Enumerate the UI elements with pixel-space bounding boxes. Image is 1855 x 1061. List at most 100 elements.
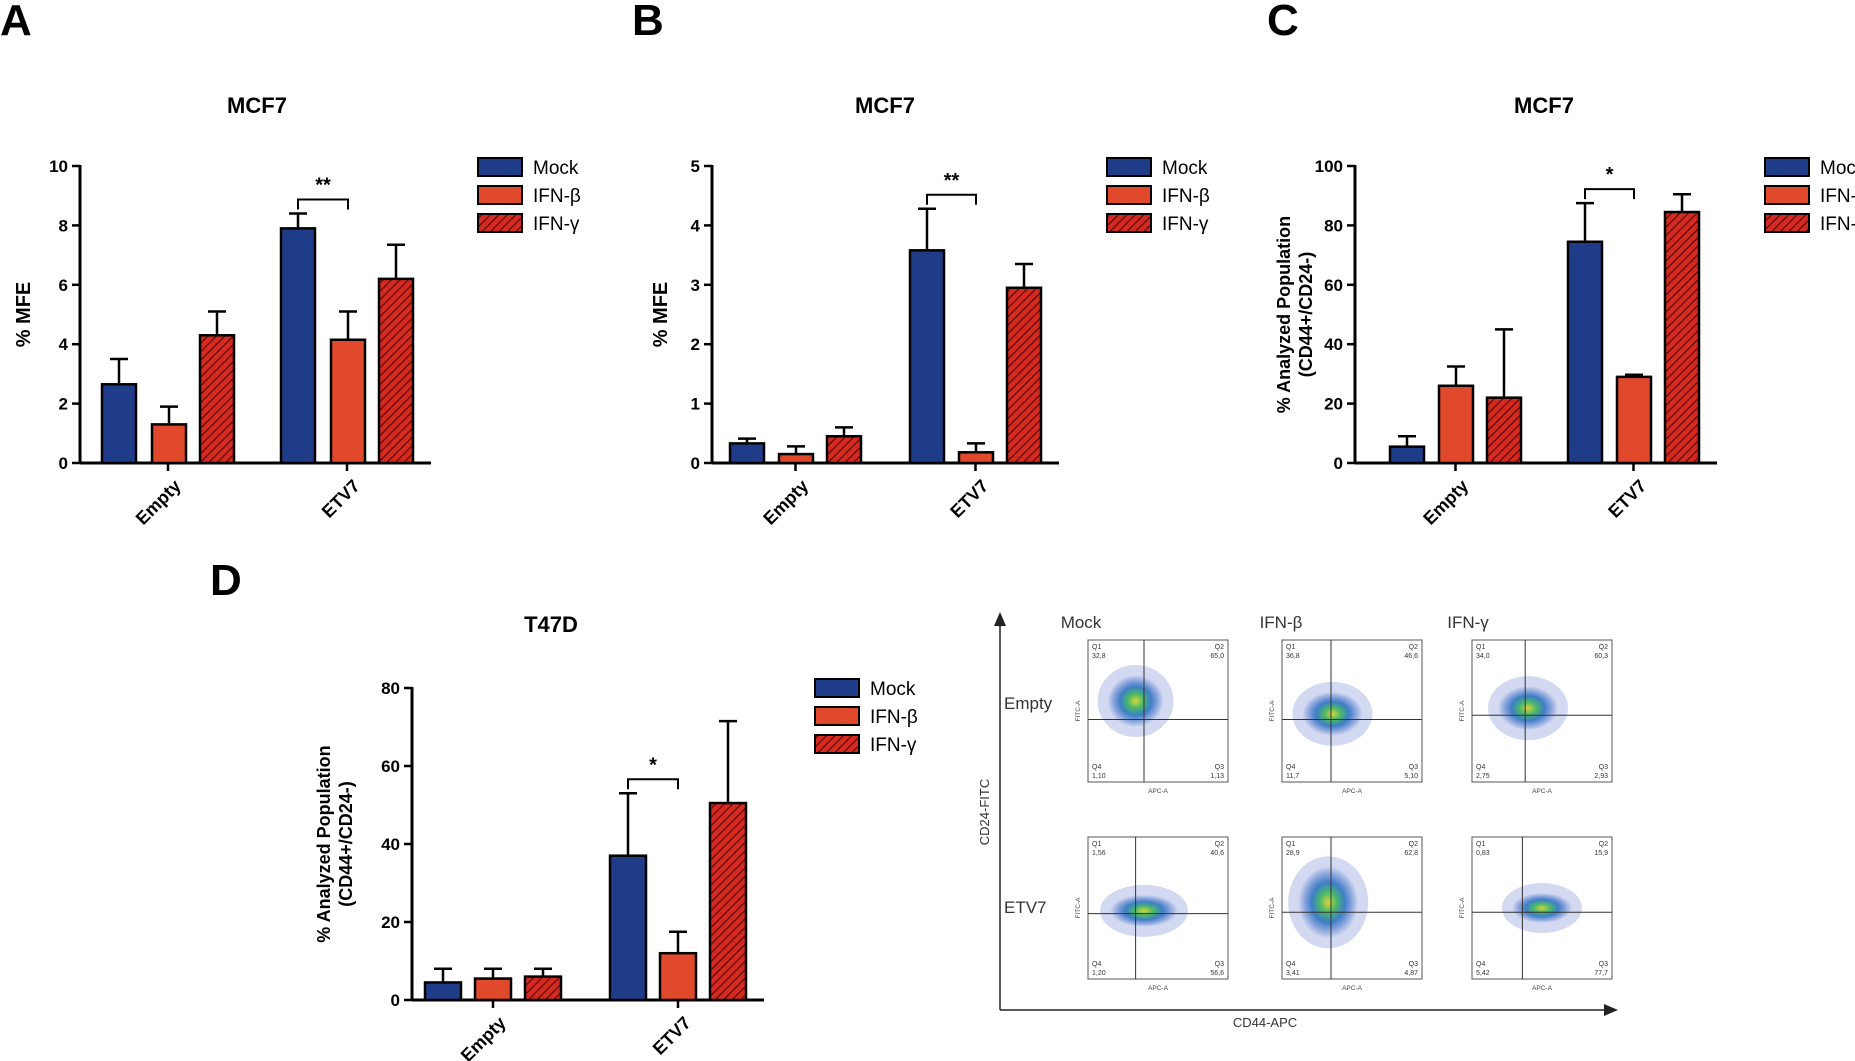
legend-swatch-2: [814, 734, 860, 754]
flow-plot-etv7-1: Q1 1,56 Q2 40,6 Q3 56,6 Q4 1,20 APC-A FITC-A: [1075, 836, 1229, 992]
flow-row-label: Empty: [1004, 694, 1053, 713]
chart-b: MCF7 0 1 2 3 4 5 % MFE Empty ETV7 ** Mock IFN-β IFN-γ: [650, 93, 1210, 529]
legend-label: IFN-γ: [1820, 214, 1855, 235]
y-tick-label: 0: [691, 454, 700, 473]
y-axis-label-line: % Analyzed Population: [314, 745, 334, 942]
flow-events-density: [1302, 691, 1363, 736]
flow-y-axis-label: CD24-FITC: [977, 779, 992, 845]
bar-ifn-etv7: [1005, 286, 1043, 465]
chart-title: MCF7: [1514, 93, 1574, 118]
panel-letters: A B C D: [0, 0, 1299, 605]
legend-label: IFN-γ: [533, 214, 580, 235]
bar-ifn-etv7: [377, 277, 415, 465]
quadrant-q2-value: 62,8: [1404, 850, 1418, 857]
flow-plot-empty-3: Q1 34,0 Q2 60,3 Q3 2,93 Q4 2,75 APC-A FITC-A: [1459, 639, 1613, 795]
y-tick-label: 0: [391, 991, 400, 1010]
flow-plot-x-label: APC-A: [1532, 985, 1553, 992]
flow-x-arrow: [1604, 1004, 1618, 1016]
quadrant-q2-value: 46,6: [1404, 653, 1418, 660]
quadrant-q2-value: 60,3: [1594, 653, 1608, 660]
quadrant-name: Q2: [1599, 841, 1608, 848]
bar-mock-empty: [1388, 445, 1426, 465]
quadrant-name: Q2: [1215, 644, 1224, 651]
category-label: ETV7: [649, 1013, 695, 1059]
flow-x-axis-label: CD44-APC: [1233, 1015, 1297, 1030]
y-tick-label: 4: [59, 335, 69, 354]
y-tick-label: 2: [691, 335, 700, 354]
quadrant-name: Q4: [1286, 961, 1295, 968]
quadrant-q4-value: 1,20: [1092, 970, 1106, 977]
y-tick-label: 60: [381, 757, 400, 776]
quadrant-name: Q4: [1476, 961, 1485, 968]
bar-mock-etv7: [908, 249, 946, 465]
quadrant-name: Q4: [1286, 764, 1295, 771]
flow-plot-y-label: FITC-A: [1075, 897, 1082, 919]
bar-ifn-etv7: [1615, 375, 1653, 465]
y-axis-label-line: (CD44+/CD24-): [336, 781, 356, 907]
flow-plot-x-label: APC-A: [1148, 788, 1169, 795]
y-tick-label: 5: [691, 157, 700, 176]
y-tick-label: 80: [381, 679, 400, 698]
y-tick-label: 1: [691, 395, 700, 414]
flow-y-arrow: [994, 612, 1006, 626]
flow-plot-x-label: APC-A: [1532, 788, 1553, 795]
y-tick-label: 4: [691, 216, 701, 235]
significance-marker: **: [944, 170, 960, 192]
y-tick-label: 10: [49, 157, 68, 176]
bar-mock-empty: [100, 383, 138, 465]
legend-swatch-0: [477, 157, 523, 177]
quadrant-name: Q2: [1409, 644, 1418, 651]
quadrant-q4-value: 11,7: [1286, 773, 1299, 780]
category-label: Empty: [1419, 476, 1472, 529]
y-tick-label: 40: [381, 835, 400, 854]
bar-mock-etv7: [1566, 240, 1604, 465]
chart-title: MCF7: [227, 93, 287, 118]
quadrant-name: Q1: [1476, 644, 1485, 651]
quadrant-name: Q2: [1215, 841, 1224, 848]
legend-swatch-2: [1106, 213, 1152, 233]
quadrant-q4-value: 1,10: [1092, 773, 1106, 780]
bar-mock-etv7: [608, 854, 648, 1002]
significance-bracket: [627, 778, 679, 790]
quadrant-q2-value: 15,9: [1594, 850, 1608, 857]
significance-marker: **: [315, 175, 331, 197]
legend-swatch-0: [1764, 157, 1810, 177]
y-tick-label: 40: [1324, 335, 1343, 354]
flow-plot-y-label: FITC-A: [1269, 700, 1276, 722]
category-label: ETV7: [1604, 476, 1650, 522]
y-tick-label: 0: [59, 454, 68, 473]
bar-ifn-empty: [1437, 384, 1475, 465]
bar-ifn-empty: [825, 435, 863, 465]
quadrant-name: Q2: [1599, 644, 1608, 651]
flow-plot-empty-1: Q1 32,8 Q2 65,0 Q3 1,13 Q4 1,10 APC-A FITC-A: [1075, 639, 1229, 795]
quadrant-q1-value: 34,0: [1476, 653, 1490, 660]
flow-plot-etv7-3: Q1 0,83 Q2 15,9 Q3 77,7 Q4 5,42 APC-A FITC-A: [1459, 836, 1613, 992]
quadrant-q3-value: 4,87: [1404, 970, 1418, 977]
y-tick-label: 20: [1324, 395, 1343, 414]
quadrant-name: Q3: [1409, 961, 1418, 968]
y-axis-label: % MFE: [650, 282, 672, 348]
y-tick-label: 0: [1334, 454, 1343, 473]
quadrant-q4-value: 2,75: [1476, 773, 1490, 780]
bar-mock-empty: [423, 981, 463, 1002]
chart-d: T47D 0 20 40 60 80 % Analyzed Population (CD44+…: [314, 612, 918, 1061]
y-tick-label: 80: [1324, 216, 1343, 235]
flow-plot-x-label: APC-A: [1148, 985, 1169, 992]
flow-plot-y-label: FITC-A: [1459, 700, 1466, 722]
quadrant-q2-value: 40,6: [1210, 850, 1224, 857]
y-tick-label: 2: [59, 395, 68, 414]
quadrant-q3-value: 77,7: [1594, 970, 1608, 977]
significance-bracket: [1584, 188, 1635, 200]
bar-ifn-empty: [198, 334, 236, 465]
flow-plot-etv7-2: Q1 28,9 Q2 62,8 Q3 4,87 Q4 3,41 APC-A FITC-A: [1269, 836, 1423, 992]
flow-events-density: [1298, 866, 1359, 939]
quadrant-q1-value: 0,83: [1476, 850, 1490, 857]
chart-c: MCF7 0 20 40 60 80 100 % Analyzed Population (CD…: [1274, 93, 1855, 529]
flow-column-header: Mock: [1061, 613, 1102, 632]
bar-mock-empty: [728, 442, 766, 465]
legend-swatch-2: [477, 213, 523, 233]
bar-ifn-empty: [473, 977, 513, 1002]
legend-label: Mock: [1820, 158, 1855, 179]
quadrant-name: Q3: [1599, 764, 1608, 771]
